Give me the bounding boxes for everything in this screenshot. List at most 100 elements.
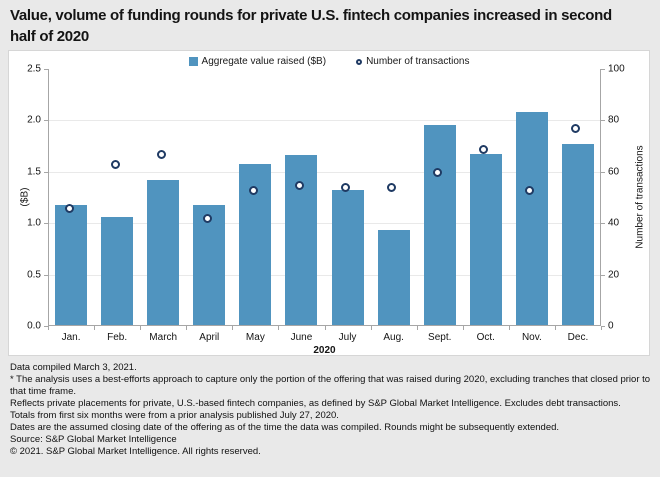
left-axis-tick-label: 0.0 (27, 320, 41, 332)
x-axis-month-label: July (338, 332, 357, 343)
x-axis-month-label: Dec. (567, 332, 589, 343)
x-axis-month-label: Aug. (383, 332, 404, 343)
left-axis-tick (44, 326, 48, 327)
gridline (49, 223, 600, 225)
left-axis-tick (44, 274, 48, 276)
right-axis-tick (601, 120, 605, 122)
chart-panel: Aggregate value raised ($B) Number of tr… (8, 50, 650, 356)
source-line: Source: S&P Global Market Intelligence (10, 434, 177, 445)
left-axis-tick (44, 120, 48, 122)
legend-item-transactions: Number of transactions (356, 56, 469, 67)
legend-item-aggregate-value: Aggregate value raised ($B) (188, 56, 327, 67)
value-bar-july (331, 190, 364, 325)
right-axis-tick (601, 69, 605, 70)
footnotes: Data compiled March 3, 2021. * The analy… (10, 362, 655, 458)
footnote-reflects-placements: Reflects private placements for private,… (10, 398, 621, 409)
value-bar-feb (101, 217, 134, 325)
x-axis-tick (324, 326, 326, 330)
transactions-marker-april (202, 214, 212, 224)
legend-label: Aggregate value raised ($B) (201, 56, 327, 67)
transactions-marker-may (248, 185, 258, 195)
chart-title: Value, volume of funding rounds for priv… (10, 7, 612, 45)
value-bar-march (147, 180, 180, 325)
left-axis-tick (44, 69, 48, 70)
footnote-analysis-approach: * The analysis uses a best-efforts appro… (10, 374, 651, 397)
value-bar-oct (469, 154, 502, 325)
transactions-marker-june (294, 180, 304, 190)
gridline (49, 274, 600, 276)
x-axis-tick (140, 326, 142, 330)
right-axis-title: Number of transactions (634, 145, 646, 249)
x-axis-tick (508, 326, 510, 330)
plot-area: 2020 0.0 0.5 1.0 1.5 2.0 2.5 0 20 40 60 80 100 Jan. F… (27, 64, 625, 357)
x-axis-tick (94, 326, 96, 330)
right-axis-tick-label: 80 (608, 114, 620, 126)
gridline (49, 171, 600, 173)
right-axis-tick (601, 326, 605, 327)
x-axis-month-label: June (290, 332, 313, 343)
x-axis-month-label: Feb. (107, 332, 128, 343)
value-bar-dec (561, 144, 594, 325)
transactions-marker-aug (387, 183, 397, 193)
left-axis-title: ($B) (19, 187, 31, 207)
transactions-marker-oct (479, 144, 489, 154)
right-axis-tick-label: 20 (608, 269, 620, 281)
x-axis-tick (601, 326, 602, 330)
value-bar-aug (377, 230, 410, 325)
x-axis-tick (370, 326, 372, 330)
value-bar-nov (515, 112, 548, 325)
right-axis-tick (601, 223, 605, 225)
transactions-marker-dec (571, 124, 581, 134)
transactions-marker-july (341, 183, 351, 193)
footnote-prior-analysis: Totals from first six months were from a… (10, 410, 339, 421)
footnote-data-compiled: Data compiled March 3, 2021. (10, 362, 137, 373)
x-axis-month-label: Oct. (476, 332, 495, 343)
right-axis-tick-label: 60 (608, 166, 620, 178)
x-axis-tick (278, 326, 280, 330)
footnote-closing-dates: Dates are the assumed closing date of th… (10, 422, 560, 433)
left-axis-tick-label: 1.0 (27, 217, 41, 229)
right-axis-tick-label: 0 (608, 320, 614, 332)
right-axis-tick-label: 100 (608, 63, 625, 75)
x-axis-tick (186, 326, 188, 330)
x-axis-month-label: Jan. (61, 332, 81, 343)
x-axis-month-label: March (149, 332, 178, 343)
left-axis-tick (44, 171, 48, 173)
x-axis-tick (554, 326, 556, 330)
x-axis-line (48, 325, 601, 326)
left-axis-tick-label: 0.5 (27, 269, 41, 281)
x-axis-month-label: May (245, 332, 265, 343)
x-axis-tick (416, 326, 418, 330)
right-axis-tick (601, 171, 605, 173)
left-axis-tick-label: 1.5 (27, 166, 41, 178)
legend-circle-marker-icon (356, 58, 363, 65)
x-axis-tick (462, 326, 464, 330)
transactions-marker-sept (433, 167, 443, 177)
left-axis-line (48, 69, 49, 326)
transactions-marker-feb (110, 160, 120, 170)
right-axis-line (600, 69, 601, 326)
left-axis-tick-label: 2.5 (27, 63, 41, 75)
x-axis-year-label: 2020 (313, 345, 336, 356)
value-bar-jan (55, 204, 88, 325)
left-axis-tick (44, 223, 48, 225)
transactions-marker-march (156, 149, 166, 159)
right-axis-tick (601, 274, 605, 276)
x-axis-month-label: Sept. (428, 332, 452, 343)
value-bar-april (193, 204, 226, 325)
legend-label: Number of transactions (366, 56, 470, 67)
x-axis-month-label: Nov. (521, 332, 542, 343)
x-axis-tick (48, 326, 49, 330)
x-axis-month-label: April (199, 332, 220, 343)
legend-square-marker-icon (188, 57, 198, 66)
legend: Aggregate value raised ($B) Number of tr… (9, 56, 649, 67)
transactions-marker-nov (525, 185, 535, 195)
left-axis-tick-label: 2.0 (27, 114, 41, 126)
x-axis-tick (232, 326, 234, 330)
right-axis-tick-label: 40 (608, 217, 620, 229)
copyright-line: © 2021. S&P Global Market Intelligence. … (10, 446, 261, 457)
transactions-marker-jan (64, 203, 74, 213)
gridline (49, 120, 600, 122)
value-bar-sept (423, 124, 456, 325)
